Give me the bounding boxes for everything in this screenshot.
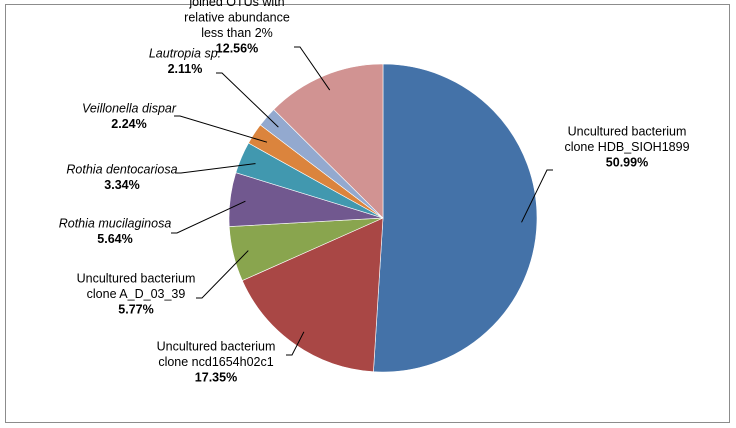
slice-value-label-4: 3.34% [104,178,139,192]
slice-value-label-3: 5.64% [97,232,132,246]
slice-value-label-7: 12.56% [216,41,258,55]
slice-name-label-0: Uncultured bacterium [568,125,687,139]
leader-line-4 [175,163,256,174]
pie-slice-0 [373,63,538,373]
slice-name-label-5: Veillonella dispar [82,101,177,115]
slices-layer [228,63,538,373]
leader-line-2 [196,250,249,299]
leader-lines-layer [171,46,553,356]
slice-value-label-1: 17.35% [195,371,237,385]
slice-name-label-6: Lautropia sp. [149,46,221,60]
slice-value-label-6: 2.11% [168,62,203,76]
slice-name-label-3: Rothia mucilaginosa [59,216,172,230]
leader-line-0 [521,169,553,223]
slice-value-label-5: 2.24% [111,117,146,131]
slice-name-label-2: clone A_D_03_39 [87,287,186,301]
leader-line-3 [171,200,246,234]
slice-name-label-1: clone ncd1654h02c1 [158,355,273,369]
leader-line-5 [174,115,268,143]
slice-name-label-2: Uncultured bacterium [77,272,196,286]
slice-name-label-1: Uncultured bacterium [157,340,276,354]
slice-value-label-2: 5.77% [118,303,153,317]
leader-line-7 [294,46,331,91]
pie-slice-7 [273,63,384,219]
slice-name-label-7: joined OTUs with [188,0,284,9]
slice-name-label-7: relative abundance [184,10,290,24]
slice-name-label-7: less than 2% [201,26,273,40]
leader-line-6 [216,72,279,128]
slice-value-label-0: 50.99% [606,156,648,170]
slice-name-label-4: Rothia dentocariosa [66,162,177,176]
slice-name-label-0: clone HDB_SIOH1899 [564,140,689,154]
pie-slice-1 [241,217,384,373]
leader-line-1 [286,331,305,356]
